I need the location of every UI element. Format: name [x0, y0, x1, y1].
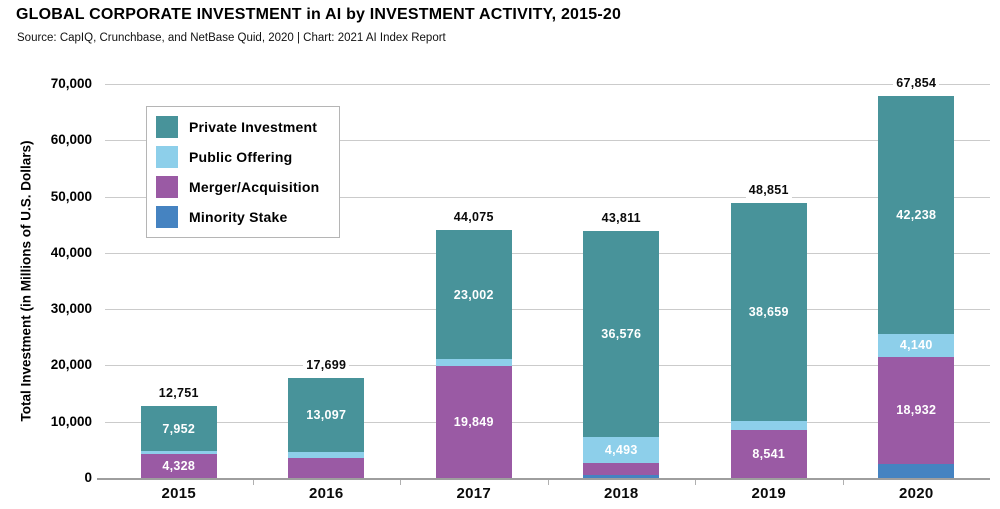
y-tick-label: 40,000 — [50, 244, 92, 260]
gridline-30,000 — [105, 309, 990, 311]
legend-item-merger-acquisition: Merger/Acquisition — [156, 176, 319, 198]
x-axis-label-2015: 2015 — [161, 485, 197, 502]
segment-value-label: 13,097 — [306, 408, 347, 423]
bar-segment-minority-stake-2020 — [878, 463, 955, 478]
y-tick-label: 60,000 — [50, 132, 92, 148]
legend-swatch-minority-stake-icon — [156, 206, 178, 228]
bar-segment-private-investment-2019 — [730, 203, 807, 421]
bar-segment-merger-acquisition-2015 — [140, 453, 217, 478]
gridline-20,000 — [105, 365, 990, 367]
bar-total-label: 67,854 — [893, 76, 940, 92]
bar-segment-merger-acquisition-2020 — [878, 357, 955, 464]
legend-swatch-private-investment-icon — [156, 116, 178, 138]
bar-segment-public-offering-2016 — [288, 452, 365, 458]
segment-value-label: 36,576 — [601, 327, 642, 342]
segment-value-label: 42,238 — [896, 207, 937, 222]
bar-segment-private-investment-2016 — [288, 378, 365, 453]
legend-swatch-merger-acquisition-icon — [156, 176, 178, 198]
plot-area: 4,328 7,952 12,751 2015 13,097 17,699 2016 19,8… — [97, 76, 990, 502]
bar-segment-public-offering-2018 — [583, 437, 660, 463]
bar-total-label: 43,811 — [598, 211, 644, 227]
bar-total-label: 12,751 — [155, 386, 202, 402]
x-axis-label-2017: 2017 — [456, 485, 492, 502]
y-tick-label: 20,000 — [50, 357, 92, 373]
x-axis-label-2020: 2020 — [898, 485, 934, 502]
legend-item-private-investment: Private Investment — [156, 116, 319, 138]
gridline-60,000 — [105, 140, 990, 142]
bar-total-label: 17,699 — [303, 358, 350, 374]
chart-title: GLOBAL CORPORATE INVESTMENT in AI by INV… — [16, 6, 622, 23]
y-axis-tick-labels: 0 10,000 20,000 30,000 40,000 50,000 60,000 70,… — [0, 76, 94, 485]
bar-segment-public-offering-2015 — [140, 450, 217, 454]
axis-boundary-tick — [842, 480, 844, 485]
bar-segment-public-offering-2017 — [435, 359, 512, 367]
bar-segment-merger-acquisition-2016 — [288, 457, 365, 478]
legend-item-public-offering: Public Offering — [156, 146, 319, 168]
legend-swatch-public-offering-icon — [156, 146, 178, 168]
legend-label: Minority Stake — [189, 209, 288, 225]
y-tick-label: 0 — [84, 470, 92, 485]
bar-total-label: 44,075 — [450, 209, 497, 225]
segment-value-label: 18,932 — [896, 403, 937, 418]
y-tick-label: 50,000 — [50, 188, 92, 204]
legend-label: Merger/Acquisition — [189, 179, 320, 195]
bar-segment-private-investment-2017 — [435, 229, 512, 360]
segment-value-label: 4,140 — [899, 338, 933, 353]
axis-boundary-tick — [252, 480, 254, 485]
legend-item-minority-stake: Minority Stake — [156, 206, 319, 228]
bar-segment-merger-acquisition-2019 — [730, 429, 807, 478]
x-axis-line — [97, 478, 990, 480]
gridline-10,000 — [105, 421, 990, 423]
bar-segment-public-offering-2020 — [878, 333, 955, 358]
legend-label: Private Investment — [189, 119, 318, 135]
segment-value-label: 19,849 — [453, 415, 494, 430]
legend-label: Public Offering — [189, 149, 293, 165]
bar-segment-private-investment-2018 — [583, 231, 660, 438]
x-axis-label-2016: 2016 — [308, 485, 344, 502]
segment-value-label: 38,659 — [748, 304, 789, 319]
axis-boundary-tick — [547, 480, 549, 485]
axis-boundary-tick — [400, 480, 401, 485]
gridline-40,000 — [105, 252, 990, 254]
bar-segment-private-investment-2020 — [878, 96, 955, 334]
bar-segment-public-offering-2019 — [730, 420, 807, 430]
segment-value-label: 8,541 — [752, 446, 786, 461]
segment-value-label: 23,002 — [453, 287, 494, 302]
axis-boundary-tick — [695, 480, 696, 485]
segment-value-label: 7,952 — [162, 421, 196, 436]
x-axis-label-2019: 2019 — [751, 485, 787, 502]
bar-segment-private-investment-2015 — [140, 406, 217, 451]
gridline-70,000 — [105, 84, 990, 85]
bar-segment-merger-acquisition-2017 — [435, 366, 512, 478]
y-tick-label: 70,000 — [50, 76, 92, 91]
bar-total-label: 48,851 — [745, 183, 792, 199]
y-tick-label: 10,000 — [50, 413, 92, 429]
segment-value-label: 4,493 — [604, 442, 638, 457]
segment-value-label: 4,328 — [162, 458, 196, 473]
gridline-50,000 — [105, 196, 990, 198]
legend: Private Investment Public Offering Merger/… — [146, 106, 341, 238]
bar-segment-minority-stake-2018 — [583, 475, 660, 478]
bar-segment-merger-acquisition-2018 — [583, 462, 660, 476]
chart-source-caption: Source: CapIQ, Crunchbase, and NetBase Q… — [17, 32, 446, 44]
y-tick-label: 30,000 — [50, 301, 92, 317]
x-axis-label-2018: 2018 — [603, 485, 639, 502]
